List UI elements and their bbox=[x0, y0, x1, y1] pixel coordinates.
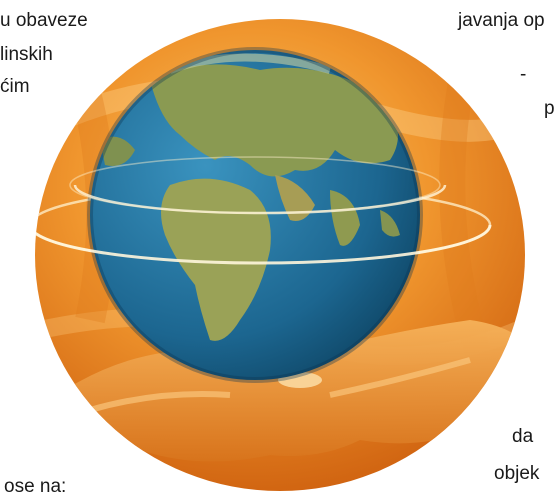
text-fragment-right-dash: - bbox=[520, 64, 527, 85]
text-fragment-right-p: p bbox=[544, 98, 555, 119]
text-fragment-top-left-3: ćim bbox=[0, 76, 30, 97]
text-fragment-bottom-right-1: da bbox=[512, 426, 534, 447]
text-fragment-top-left-2: linskih bbox=[0, 44, 53, 65]
text-fragment-bottom-right-2: objek bbox=[494, 463, 540, 484]
text-fragment-top-right: javanja op bbox=[458, 10, 545, 31]
text-fragment-top-left-1: u obaveze bbox=[0, 10, 88, 31]
text-fragment-bottom-left: ose na: bbox=[4, 476, 67, 497]
